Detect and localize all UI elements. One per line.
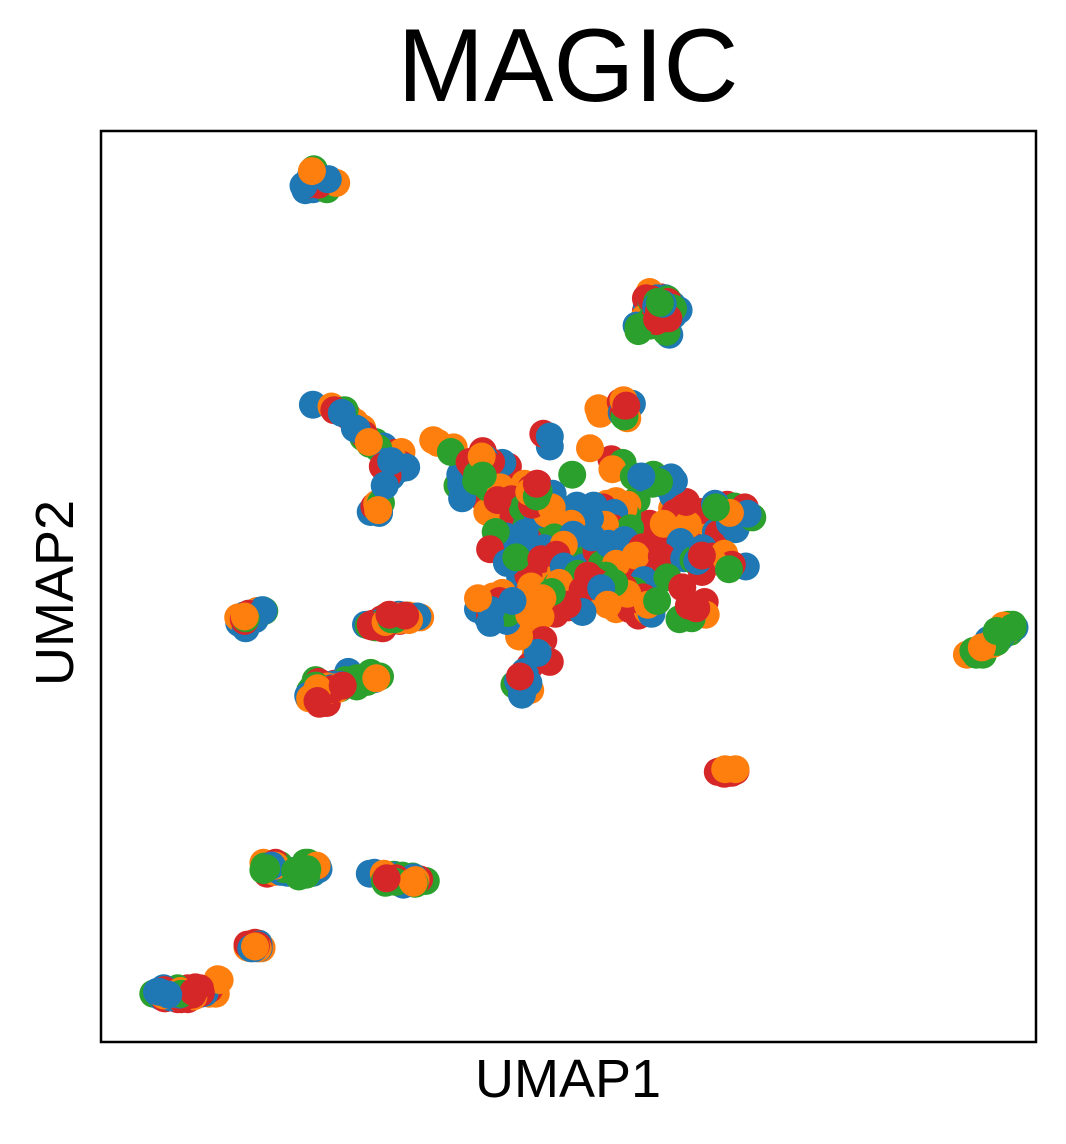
plot-frame bbox=[99, 129, 1038, 1044]
data-point bbox=[593, 590, 622, 619]
data-point bbox=[598, 455, 627, 484]
data-point bbox=[687, 541, 716, 570]
data-point bbox=[377, 447, 406, 476]
data-point bbox=[281, 857, 310, 885]
data-point bbox=[370, 471, 399, 500]
data-point bbox=[612, 391, 641, 420]
data-point bbox=[522, 469, 551, 498]
data-point bbox=[328, 671, 357, 700]
points-layer bbox=[139, 155, 1029, 1014]
data-point bbox=[354, 428, 383, 456]
data-point bbox=[297, 157, 326, 186]
data-point bbox=[241, 932, 269, 961]
data-point bbox=[362, 664, 391, 693]
data-point bbox=[476, 608, 505, 637]
data-point bbox=[701, 493, 730, 522]
data-point bbox=[627, 462, 656, 491]
x-axis-label: UMAP1 bbox=[474, 1049, 662, 1109]
data-point bbox=[715, 555, 743, 584]
data-point bbox=[682, 594, 711, 623]
data-point bbox=[252, 854, 281, 883]
data-point bbox=[230, 602, 259, 631]
data-point bbox=[483, 486, 512, 515]
y-axis-label: UMAP2 bbox=[25, 499, 85, 687]
data-point bbox=[375, 600, 404, 629]
data-point bbox=[649, 509, 678, 538]
data-point bbox=[558, 460, 587, 489]
data-point bbox=[721, 755, 750, 784]
data-point bbox=[535, 422, 564, 451]
data-point bbox=[576, 434, 604, 463]
data-point bbox=[498, 587, 527, 615]
data-point bbox=[643, 587, 672, 615]
data-point bbox=[179, 977, 208, 1006]
data-point bbox=[672, 488, 701, 516]
data-point bbox=[523, 638, 552, 667]
data-point bbox=[372, 864, 401, 893]
data-point bbox=[399, 868, 428, 897]
chart-title: MAGIC bbox=[397, 8, 739, 124]
data-point bbox=[506, 662, 534, 691]
data-point bbox=[364, 496, 393, 525]
data-point bbox=[998, 613, 1027, 642]
data-point bbox=[303, 687, 332, 715]
data-point bbox=[468, 461, 497, 490]
data-point bbox=[154, 980, 183, 1009]
data-point bbox=[464, 584, 492, 613]
data-point bbox=[645, 288, 674, 317]
data-point bbox=[502, 543, 531, 572]
data-point bbox=[586, 399, 615, 428]
